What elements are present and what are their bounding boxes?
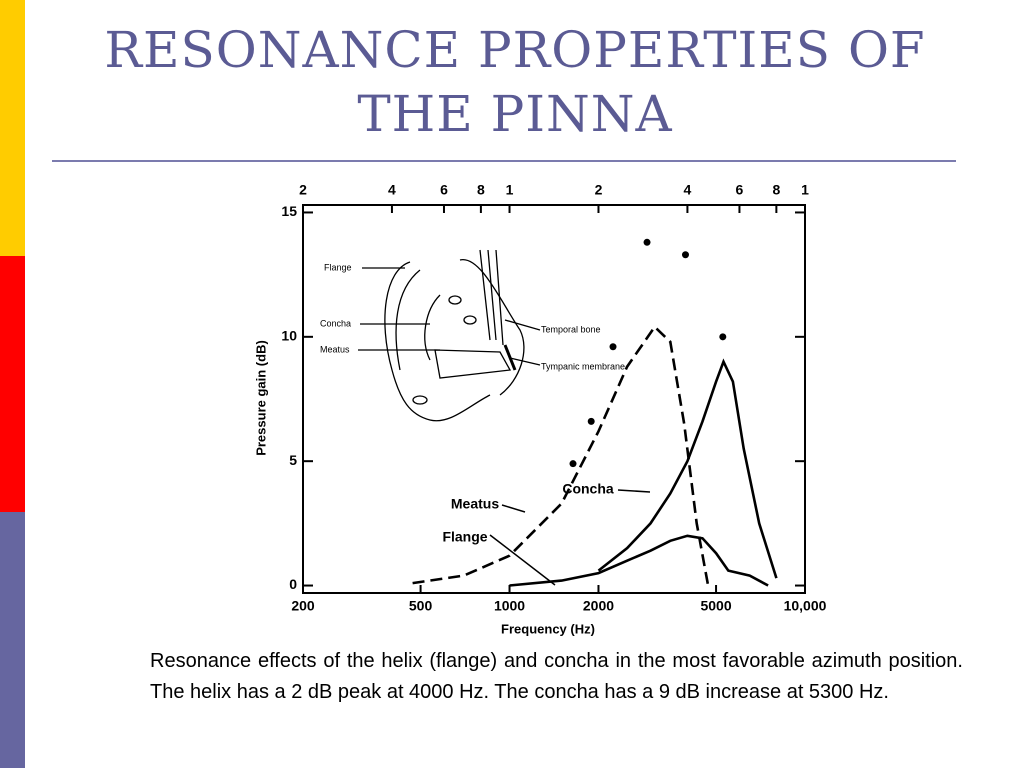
- diagram-label: Temporal bone: [541, 324, 601, 334]
- data-point: [587, 417, 595, 425]
- diagram-label: Concha: [320, 318, 351, 328]
- y-tick-label: 15: [281, 203, 297, 219]
- slide-title: RESONANCE PROPERTIES OF THE PINNA: [104, 21, 926, 143]
- label-arrow: [617, 489, 651, 493]
- accent-bar: [0, 256, 25, 512]
- y-tick-label: 0: [289, 576, 297, 592]
- ear-diagram: [358, 249, 541, 422]
- title-rule: [52, 160, 956, 162]
- data-point: [609, 343, 617, 351]
- top-tick-label: 2: [299, 182, 307, 198]
- top-tick-label: 2: [595, 182, 603, 198]
- chart: Flange Concha Meatus Temporal bone Tympa…: [253, 182, 827, 637]
- top-tick-label: 4: [684, 182, 692, 198]
- series-line: [509, 534, 769, 587]
- top-tick-label: 6: [736, 182, 744, 198]
- x-axis-label: Frequency (Hz): [501, 621, 595, 636]
- x-tick-label: 500: [409, 598, 433, 614]
- data-point: [643, 238, 651, 246]
- top-tick-label: 8: [772, 182, 780, 198]
- diagram-label: Tympanic membrane: [541, 361, 625, 371]
- y-axis-label: Pressure gain (dB): [253, 340, 268, 456]
- data-point: [719, 333, 727, 341]
- series-label: Flange: [442, 529, 487, 545]
- accent-bar: [0, 512, 25, 768]
- label-arrow: [489, 534, 556, 586]
- top-tick-label: 8: [477, 182, 485, 198]
- series-label: Concha: [562, 481, 614, 497]
- label-arrow: [501, 504, 526, 513]
- x-tick-label: 10,000: [784, 598, 827, 614]
- x-tick-label: 1000: [494, 598, 525, 614]
- series-label: Meatus: [451, 496, 499, 512]
- top-tick-label: 1: [801, 182, 809, 198]
- diagram-label: Flange: [324, 262, 352, 272]
- x-tick-label: 5000: [700, 598, 731, 614]
- caption: Resonance effects of the helix (flange) …: [150, 650, 963, 703]
- data-point: [569, 460, 577, 468]
- plot-frame: [302, 204, 806, 594]
- y-tick-label: 5: [289, 452, 297, 468]
- top-tick-label: 6: [440, 182, 448, 198]
- series-line: [597, 358, 778, 579]
- accent-bar: [0, 0, 25, 256]
- data-point: [681, 251, 689, 259]
- diagram-label: Meatus: [320, 344, 350, 354]
- y-tick-label: 10: [281, 328, 297, 344]
- x-tick-label: 2000: [583, 598, 614, 614]
- top-tick-label: 1: [506, 182, 514, 198]
- top-tick-label: 4: [388, 182, 396, 198]
- x-tick-label: 200: [291, 598, 315, 614]
